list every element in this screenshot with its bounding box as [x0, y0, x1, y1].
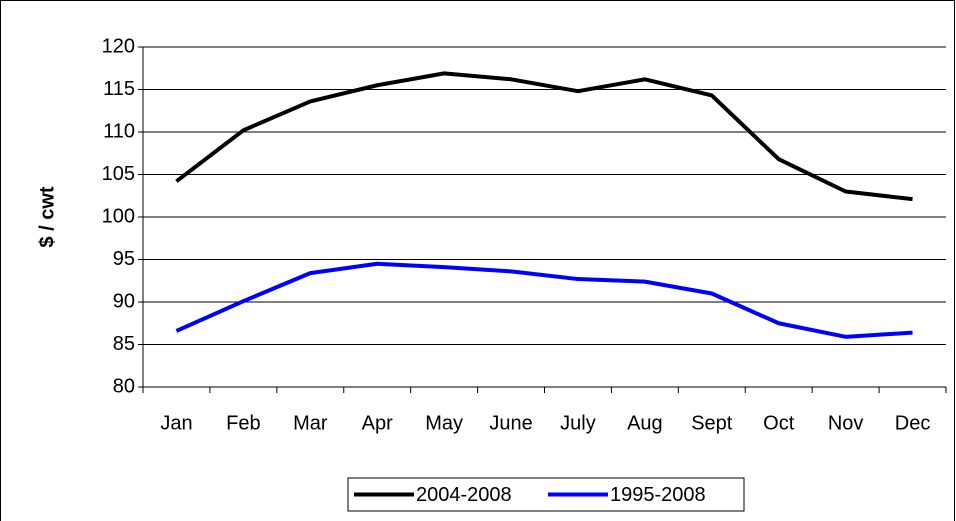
x-tick-label: Apr	[362, 412, 393, 434]
x-tick-label: Aug	[627, 412, 663, 434]
x-tick-label: May	[425, 412, 463, 434]
y-tick-label: 95	[113, 248, 135, 270]
y-tick-label: 105	[102, 163, 135, 185]
x-tick-label: Feb	[226, 412, 260, 434]
x-tick-label: Sept	[691, 412, 733, 434]
x-tick-label: Oct	[763, 412, 795, 434]
x-tick-label: June	[489, 412, 532, 434]
y-tick-label: 120	[102, 35, 135, 57]
legend-label: 2004-2008	[416, 484, 512, 506]
x-tick-label: Nov	[828, 412, 864, 434]
y-tick-label: 110	[103, 120, 135, 142]
y-axis-label: $ / cwt	[36, 186, 58, 247]
legend-label: 1995-2008	[610, 484, 706, 506]
y-tick-label: 100	[102, 205, 135, 227]
y-tick-label: 115	[103, 78, 135, 100]
x-tick-label: Dec	[895, 412, 931, 434]
y-tick-label: 85	[113, 333, 135, 355]
y-tick-label: 80	[113, 375, 135, 397]
y-tick-label: 90	[113, 290, 135, 312]
x-tick-label: Jan	[160, 412, 192, 434]
series-line	[175, 71, 913, 202]
x-tick-label: July	[560, 412, 596, 434]
series-line	[175, 261, 913, 339]
x-tick-label: Mar	[293, 412, 328, 434]
